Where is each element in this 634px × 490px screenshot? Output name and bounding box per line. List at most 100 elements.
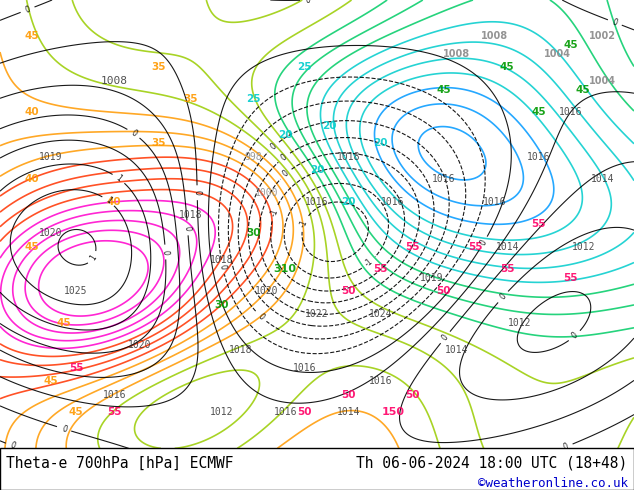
Text: 1004: 1004 bbox=[545, 49, 571, 59]
Text: 1004: 1004 bbox=[589, 75, 616, 86]
Text: 1020: 1020 bbox=[39, 228, 63, 238]
Text: 20: 20 bbox=[373, 139, 387, 148]
Text: 45: 45 bbox=[531, 107, 547, 117]
Text: 40: 40 bbox=[107, 197, 122, 207]
Text: 310: 310 bbox=[274, 264, 297, 274]
Text: 0: 0 bbox=[305, 0, 310, 4]
Text: 1020: 1020 bbox=[254, 287, 278, 296]
Text: 35: 35 bbox=[183, 94, 197, 104]
Text: 1025: 1025 bbox=[64, 287, 88, 296]
Text: 1016: 1016 bbox=[368, 376, 392, 386]
Text: 1012: 1012 bbox=[210, 408, 234, 417]
Text: 150: 150 bbox=[382, 408, 404, 417]
Text: 1024: 1024 bbox=[368, 309, 392, 319]
Text: -1: -1 bbox=[363, 257, 375, 269]
Text: 1018: 1018 bbox=[229, 344, 253, 355]
Text: 0: 0 bbox=[498, 292, 508, 302]
Text: 20: 20 bbox=[278, 129, 292, 140]
Text: 55: 55 bbox=[405, 242, 419, 251]
Text: 35: 35 bbox=[152, 139, 165, 148]
Text: 50: 50 bbox=[342, 287, 356, 296]
Text: 40: 40 bbox=[24, 107, 39, 117]
Text: 0: 0 bbox=[129, 128, 138, 139]
Text: 1014: 1014 bbox=[590, 174, 614, 184]
Text: 0: 0 bbox=[217, 264, 228, 270]
Text: 0: 0 bbox=[161, 249, 170, 255]
Text: 1008: 1008 bbox=[481, 31, 508, 41]
Text: 1016: 1016 bbox=[432, 174, 456, 184]
Text: 55: 55 bbox=[373, 264, 387, 274]
Text: 55: 55 bbox=[69, 363, 83, 373]
Text: Th 06-06-2024 18:00 UTC (18+48): Th 06-06-2024 18:00 UTC (18+48) bbox=[356, 455, 628, 470]
Text: 1019: 1019 bbox=[39, 152, 63, 162]
Text: 1016: 1016 bbox=[273, 408, 297, 417]
Text: 25: 25 bbox=[297, 62, 311, 72]
Text: 0: 0 bbox=[611, 18, 619, 27]
Text: 0: 0 bbox=[570, 331, 579, 341]
Text: 1022: 1022 bbox=[305, 309, 329, 319]
Text: 1018: 1018 bbox=[178, 210, 202, 220]
Text: 0: 0 bbox=[256, 312, 266, 321]
Text: Theta-e 700hPa [hPa] ECMWF: Theta-e 700hPa [hPa] ECMWF bbox=[6, 455, 234, 470]
Text: 998: 998 bbox=[245, 152, 262, 162]
Text: 50: 50 bbox=[342, 390, 356, 399]
Text: 45: 45 bbox=[68, 408, 84, 417]
Text: 1: 1 bbox=[104, 196, 113, 206]
Text: 0: 0 bbox=[193, 190, 202, 196]
Text: 0: 0 bbox=[183, 225, 192, 231]
Text: 1018: 1018 bbox=[210, 255, 234, 265]
Text: 30: 30 bbox=[215, 300, 229, 310]
Text: 45: 45 bbox=[56, 318, 71, 328]
Text: 1008: 1008 bbox=[443, 49, 470, 59]
Text: 1014: 1014 bbox=[444, 344, 469, 355]
Text: 1014: 1014 bbox=[495, 242, 519, 251]
Text: 0: 0 bbox=[281, 169, 290, 179]
Text: ©weatheronline.co.uk: ©weatheronline.co.uk bbox=[477, 477, 628, 490]
Text: 0: 0 bbox=[280, 152, 288, 163]
Text: 0: 0 bbox=[562, 442, 570, 452]
Text: 0: 0 bbox=[268, 142, 278, 152]
Text: 1012: 1012 bbox=[571, 242, 595, 251]
Text: 1: 1 bbox=[88, 253, 98, 262]
Text: 0: 0 bbox=[440, 333, 450, 342]
Text: 45: 45 bbox=[24, 31, 39, 41]
Text: 45: 45 bbox=[500, 62, 515, 72]
Text: 55: 55 bbox=[107, 408, 121, 417]
Text: 35: 35 bbox=[152, 62, 165, 72]
Text: 1016: 1016 bbox=[305, 197, 329, 207]
Text: 1019: 1019 bbox=[419, 273, 443, 283]
Text: -1: -1 bbox=[299, 218, 310, 229]
Text: 1012: 1012 bbox=[508, 318, 532, 328]
Text: 45: 45 bbox=[43, 376, 58, 386]
Text: 1018: 1018 bbox=[337, 152, 361, 162]
Text: 50: 50 bbox=[437, 287, 451, 296]
Text: 1020: 1020 bbox=[127, 340, 152, 350]
Text: 20: 20 bbox=[323, 121, 337, 130]
Text: 55: 55 bbox=[564, 273, 578, 283]
Text: 1016: 1016 bbox=[292, 363, 316, 373]
Text: 1014: 1014 bbox=[337, 408, 361, 417]
FancyBboxPatch shape bbox=[0, 448, 634, 490]
Text: 25: 25 bbox=[247, 94, 261, 104]
Text: 1016: 1016 bbox=[559, 107, 583, 117]
Text: 0: 0 bbox=[478, 239, 489, 247]
Text: 1002: 1002 bbox=[589, 31, 616, 41]
Text: 1016: 1016 bbox=[381, 197, 405, 207]
Text: 45: 45 bbox=[576, 85, 591, 95]
Text: 20: 20 bbox=[310, 165, 324, 175]
Text: 1016: 1016 bbox=[102, 390, 126, 399]
Text: 45: 45 bbox=[436, 85, 451, 95]
Text: 30: 30 bbox=[247, 228, 261, 238]
Text: 45: 45 bbox=[24, 242, 39, 251]
Text: -1: -1 bbox=[269, 208, 280, 218]
Text: 55: 55 bbox=[469, 242, 482, 251]
Text: 0: 0 bbox=[9, 441, 16, 451]
Text: 40: 40 bbox=[24, 174, 39, 184]
Text: 1016: 1016 bbox=[527, 152, 551, 162]
Text: 55: 55 bbox=[500, 264, 514, 274]
Text: 1: 1 bbox=[114, 173, 124, 184]
Text: 0: 0 bbox=[23, 4, 32, 15]
Text: 1008: 1008 bbox=[101, 75, 127, 86]
Text: 1016: 1016 bbox=[482, 197, 507, 207]
Text: 55: 55 bbox=[532, 219, 546, 229]
